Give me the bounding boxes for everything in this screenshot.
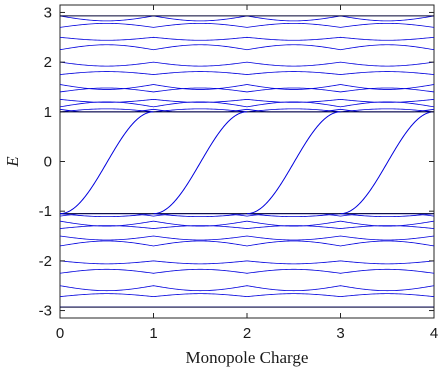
- band-level-line: [60, 260, 434, 265]
- y-tick-label: -2: [39, 253, 52, 270]
- band-level-line: [60, 22, 434, 28]
- y-axis-title: E: [3, 156, 22, 168]
- band-level-line: [60, 285, 434, 292]
- band-level-line: [60, 268, 434, 274]
- y-tick-label: -3: [39, 303, 52, 320]
- band-level-line: [60, 101, 434, 108]
- x-tick-label: 3: [336, 325, 344, 342]
- spectral-flow-curve: [340, 111, 435, 215]
- y-tick-label: 1: [44, 104, 52, 121]
- band-level-line: [60, 36, 434, 41]
- spectral-flow-lines: [59, 111, 435, 215]
- axes-box: [59, 4, 435, 319]
- y-tick-label: 3: [44, 4, 52, 21]
- x-axis-ticks: 0 1 2 3 4: [56, 5, 438, 342]
- y-axis-ticks: 3 2 1 0 -1 -2 -3: [39, 4, 434, 320]
- band-level-line: [60, 84, 434, 90]
- band-level-line: [60, 61, 434, 67]
- x-tick-label: 2: [243, 325, 251, 342]
- band-level-line: [60, 225, 434, 229]
- x-axis-title: Monopole Charge: [186, 348, 309, 367]
- x-tick-label: 1: [149, 325, 157, 342]
- band-level-line: [60, 235, 434, 241]
- band-level-line: [60, 293, 434, 298]
- band-level-line: [60, 220, 434, 227]
- x-tick-label: 4: [430, 325, 438, 342]
- spectral-flow-curve: [59, 111, 154, 215]
- spectral-flow-curve: [153, 111, 248, 215]
- spectral-flow-curve: [246, 111, 341, 215]
- y-tick-label: -1: [39, 203, 52, 220]
- band-level-line: [60, 98, 434, 103]
- band-level-line: [60, 240, 434, 247]
- plot-area: [59, 4, 435, 319]
- y-tick-label: 0: [44, 154, 52, 171]
- x-tick-label: 0: [56, 325, 64, 342]
- y-tick-label: 2: [44, 54, 52, 71]
- band-level-line: [60, 44, 434, 51]
- band-level-line: [60, 71, 434, 75]
